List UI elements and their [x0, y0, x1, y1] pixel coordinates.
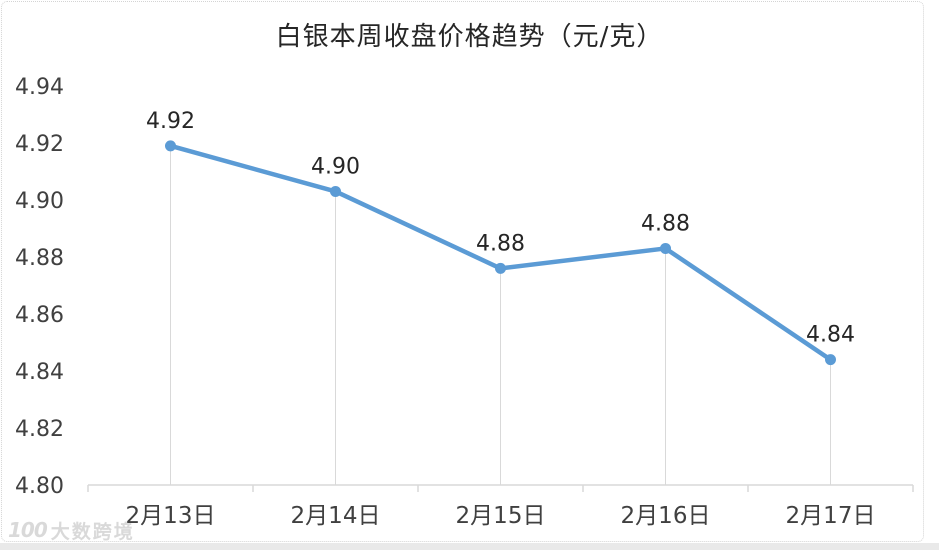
y-axis-tick-label: 4.80	[15, 474, 64, 499]
y-axis-tick-label: 4.82	[15, 417, 64, 442]
data-point-marker	[330, 185, 341, 197]
x-axis-tick-label: 2月13日	[126, 503, 216, 529]
y-axis-tick-label: 4.94	[15, 75, 64, 100]
data-point-label: 4.92	[146, 109, 195, 134]
data-point-marker	[825, 354, 836, 366]
x-axis-tick-label: 2月14日	[291, 503, 381, 529]
data-point-label: 4.84	[806, 323, 855, 348]
data-point-label: 4.88	[641, 211, 690, 236]
x-axis-tick-label: 2月16日	[621, 503, 711, 529]
chart-title: 白银本周收盘价格趋势（元/克）	[275, 22, 664, 52]
data-point-label: 4.88	[476, 231, 525, 256]
data-point-marker	[660, 242, 671, 254]
x-axis-tick-label: 2月15日	[456, 503, 546, 529]
y-axis-tick-label: 4.88	[15, 246, 64, 271]
y-axis-tick-label: 4.86	[15, 303, 64, 328]
y-axis-tick-label: 4.84	[15, 360, 64, 385]
y-axis-tick-label: 4.92	[15, 132, 64, 157]
x-axis-tick-label: 2月17日	[786, 503, 876, 529]
y-axis-tick-label: 4.90	[15, 189, 64, 214]
data-point-label: 4.90	[311, 154, 360, 179]
data-point-marker	[165, 140, 176, 152]
data-point-marker	[495, 262, 506, 274]
spreadsheet-row-edge	[0, 543, 939, 550]
